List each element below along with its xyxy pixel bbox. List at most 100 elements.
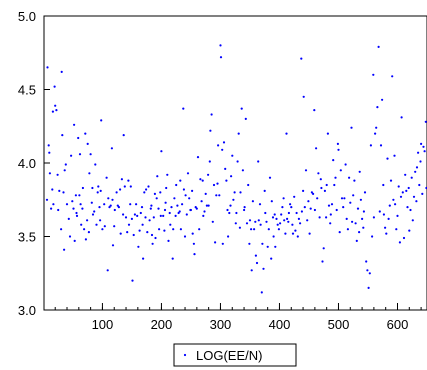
- data-point: [192, 242, 195, 245]
- data-point: [210, 113, 213, 116]
- data-point: [47, 144, 50, 147]
- y-axis: 3.0 3.5 4.0 4.5 5.0: [18, 9, 50, 318]
- data-point: [217, 144, 220, 147]
- data-point: [86, 219, 89, 222]
- data-point: [162, 214, 165, 217]
- x-tick-label: 300: [210, 317, 232, 332]
- data-point: [281, 206, 284, 209]
- data-point: [127, 223, 131, 226]
- data-point: [399, 195, 403, 198]
- data-point: [299, 222, 302, 225]
- data-point: [382, 213, 385, 216]
- data-point: [99, 189, 102, 192]
- data-point: [319, 178, 322, 181]
- data-point: [84, 238, 87, 241]
- data-point: [362, 210, 365, 213]
- data-point: [96, 191, 99, 194]
- data-point: [318, 216, 321, 219]
- data-point: [419, 160, 422, 163]
- data-point: [272, 235, 275, 238]
- data-point: [198, 228, 201, 231]
- data-point: [97, 185, 100, 188]
- data-point: [303, 206, 306, 209]
- data-point: [335, 208, 338, 212]
- data-point: [227, 235, 230, 238]
- data-point: [95, 223, 98, 226]
- data-point: [151, 242, 154, 245]
- data-point: [372, 73, 375, 76]
- data-point: [181, 203, 184, 206]
- data-point: [235, 211, 238, 215]
- data-point: [80, 223, 83, 226]
- data-point: [109, 204, 112, 207]
- data-point: [46, 66, 49, 69]
- data-point: [316, 197, 319, 200]
- data-point: [366, 269, 369, 272]
- data-point: [344, 163, 347, 166]
- data-point: [94, 163, 97, 166]
- data-point: [353, 179, 356, 182]
- data-point: [417, 151, 420, 154]
- data-point: [93, 210, 96, 213]
- x-tick-label: 400: [269, 317, 291, 332]
- data-point: [257, 160, 260, 163]
- data-point: [386, 157, 389, 160]
- data-point: [61, 134, 64, 137]
- data-point: [115, 191, 118, 194]
- data-point: [225, 179, 228, 182]
- data-point: [274, 245, 277, 248]
- data-point: [141, 223, 144, 226]
- data-point: [83, 228, 86, 231]
- data-point: [358, 170, 361, 173]
- data-point: [312, 192, 315, 195]
- data-point: [372, 216, 375, 219]
- data-point: [90, 201, 93, 204]
- data-point: [165, 186, 168, 190]
- data-point: [120, 178, 123, 181]
- data-point: [382, 183, 385, 187]
- x-tick-label: 600: [387, 317, 409, 332]
- data-point: [340, 197, 344, 200]
- data-point: [313, 109, 316, 112]
- data-point: [282, 197, 285, 200]
- data-point: [101, 228, 104, 231]
- data-point: [60, 228, 63, 231]
- data-point: [231, 154, 234, 157]
- data-point: [300, 57, 303, 60]
- data-point: [374, 132, 377, 135]
- data-point: [377, 45, 380, 49]
- data-point: [123, 185, 126, 188]
- data-point: [72, 207, 75, 210]
- data-point: [302, 189, 305, 192]
- data-point: [91, 213, 95, 216]
- data-point: [356, 207, 360, 210]
- data-point: [103, 225, 106, 228]
- data-point: [398, 241, 401, 244]
- data-point: [127, 179, 130, 182]
- data-point: [291, 223, 294, 226]
- data-point: [226, 208, 229, 212]
- data-point: [234, 222, 237, 225]
- data-point: [215, 194, 218, 197]
- data-point: [325, 216, 328, 219]
- data-point: [343, 197, 346, 200]
- data-point: [86, 142, 89, 145]
- data-point: [285, 132, 288, 135]
- data-point: [185, 213, 188, 216]
- data-point: [361, 217, 364, 220]
- data-point: [51, 110, 55, 113]
- data-point: [254, 254, 257, 257]
- data-point: [248, 242, 251, 245]
- data-point: [163, 208, 167, 212]
- data-point: [251, 200, 254, 203]
- data-point: [48, 151, 51, 154]
- data-point: [45, 198, 49, 201]
- data-point: [87, 231, 90, 234]
- y-tick-label: 4.0: [18, 156, 36, 171]
- data-point: [342, 206, 345, 209]
- data-point: [345, 217, 348, 220]
- data-point: [326, 132, 329, 135]
- data-point: [63, 248, 66, 251]
- data-point: [65, 203, 69, 206]
